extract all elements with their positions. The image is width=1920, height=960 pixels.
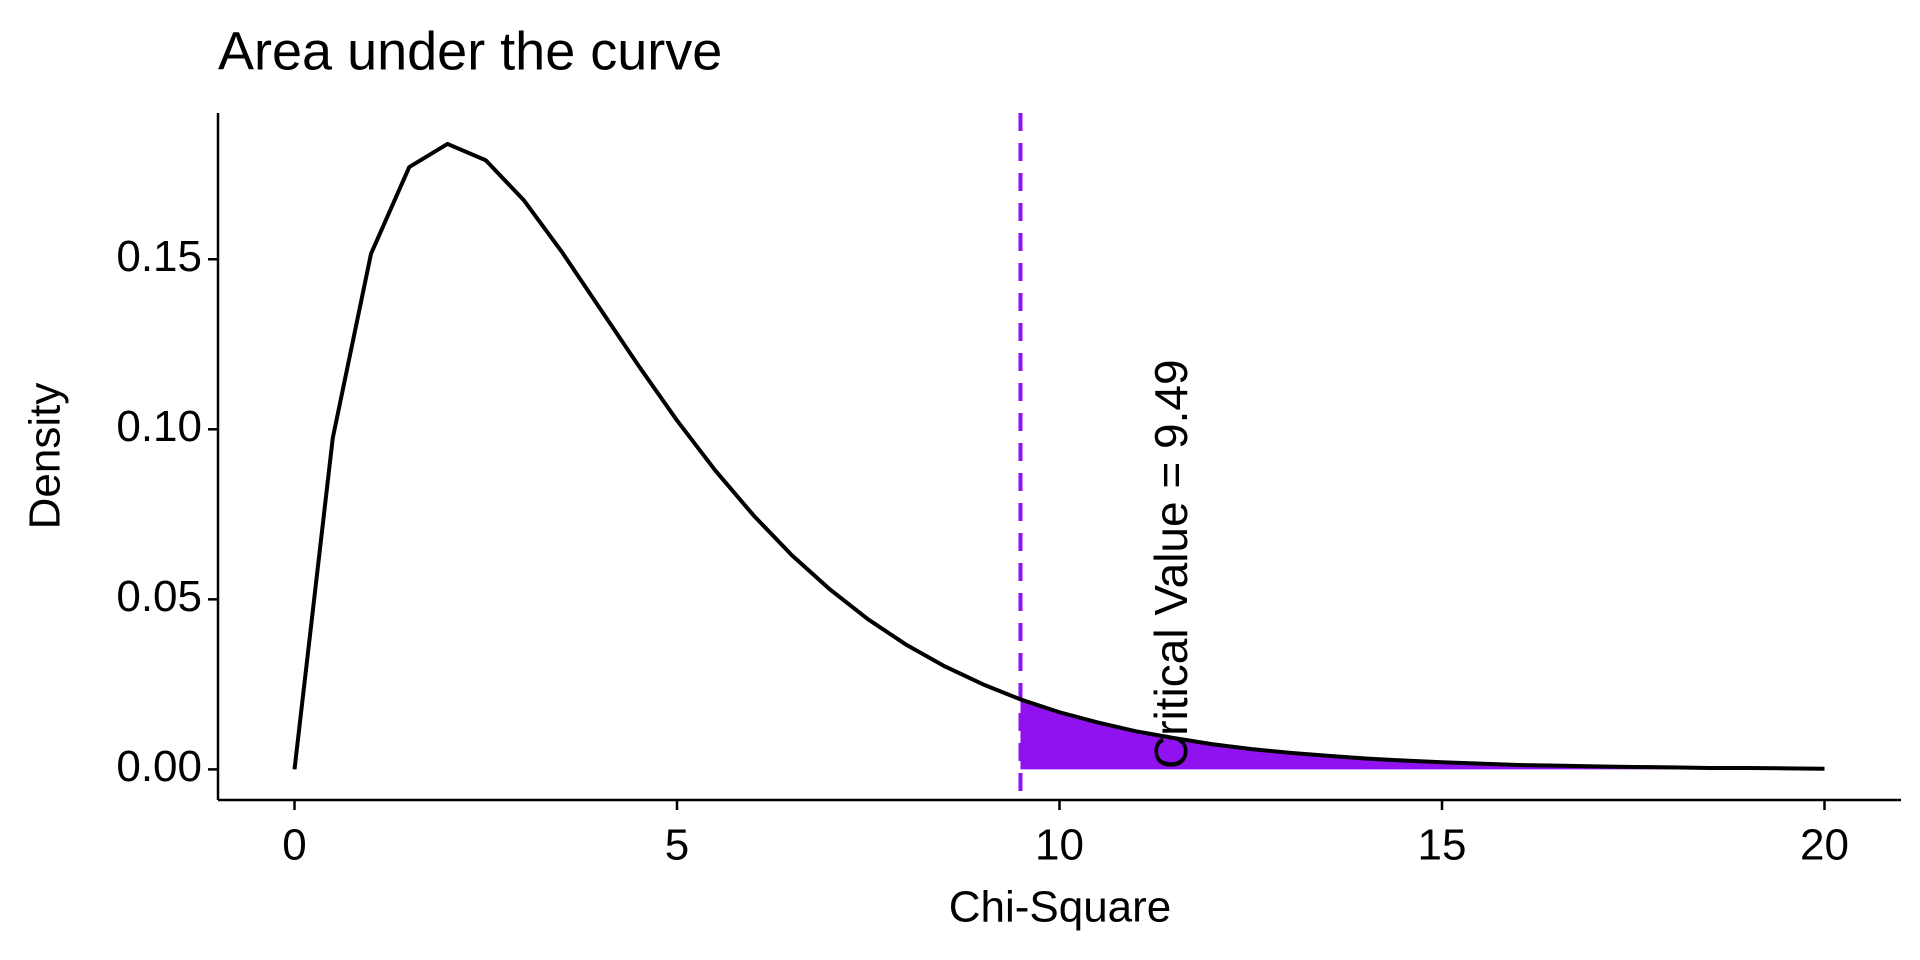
chart-title: Area under the curve <box>218 21 722 81</box>
x-tick-label: 0 <box>282 821 306 870</box>
x-tick-label: 10 <box>1035 821 1084 870</box>
shaded-area <box>1020 699 1825 770</box>
y-tick-label: 0.05 <box>116 572 202 621</box>
y-axis-title: Density <box>21 383 70 530</box>
x-axis-title: Chi-Square <box>949 883 1172 932</box>
annotation: Critical Value = 9.49 <box>1145 359 1197 769</box>
x-tick-label: 15 <box>1418 821 1467 870</box>
x-tick-label: 5 <box>665 821 689 870</box>
density-curve <box>292 141 1825 771</box>
x-tick-label: 20 <box>1800 821 1849 870</box>
y-tick-label: 0.10 <box>116 402 202 451</box>
y-tick-label: 0.00 <box>116 742 202 791</box>
y-tick-label: 0.15 <box>116 232 202 281</box>
